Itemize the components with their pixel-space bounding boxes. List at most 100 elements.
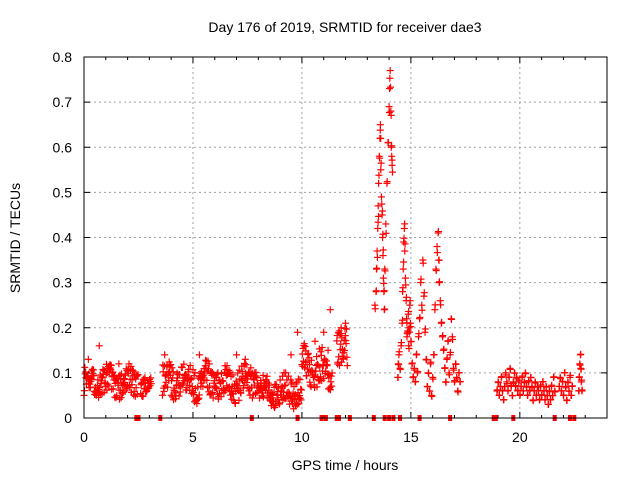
data-point: [498, 373, 506, 381]
data-point: [384, 138, 392, 146]
data-point: [562, 384, 570, 392]
data-point: [194, 383, 202, 391]
data-point: [426, 387, 434, 395]
data-point: [430, 351, 438, 359]
data-point: [402, 281, 410, 289]
y-tick-label: 0.3: [53, 275, 73, 291]
data-point: [405, 307, 413, 315]
data-point: [388, 142, 396, 150]
data-point: [514, 386, 522, 394]
y-tick-label: 0: [64, 410, 72, 426]
data-point: [113, 392, 121, 400]
y-tick-label: 0.5: [53, 184, 73, 200]
data-point: [128, 376, 136, 384]
data-point: [405, 345, 413, 353]
data-point: [401, 274, 409, 282]
data-point: [98, 373, 106, 381]
data-point: [538, 391, 546, 399]
data-point: [407, 323, 415, 331]
data-point: [297, 396, 305, 404]
data-point: [402, 293, 410, 301]
data-point: [505, 373, 513, 381]
data-point: [494, 379, 502, 387]
data-point: [133, 390, 141, 398]
data-point: [409, 373, 417, 381]
data-point: [205, 360, 213, 368]
data-point: [270, 402, 278, 410]
chart-title: Day 176 of 2019, SRMTID for receiver dae…: [208, 19, 481, 35]
data-point: [567, 391, 575, 399]
data-point: [428, 392, 436, 400]
data-point: [118, 370, 126, 378]
data-point: [107, 362, 115, 370]
data-point: [231, 399, 239, 407]
data-point: [259, 393, 267, 401]
data-point: [109, 368, 117, 376]
data-point: [504, 386, 512, 394]
data-point: [328, 382, 336, 390]
data-point: [186, 361, 194, 369]
data-point: [305, 361, 313, 369]
data-point: [321, 355, 329, 363]
data-point: [241, 355, 249, 363]
y-tick-label: 0.6: [53, 139, 73, 155]
data-point: [158, 391, 166, 399]
data-point: [373, 253, 381, 261]
data-point: [401, 220, 409, 228]
data-point: [378, 207, 386, 215]
data-point: [90, 372, 98, 380]
data-point: [233, 351, 241, 359]
data-point: [379, 246, 387, 254]
data-point: [301, 343, 309, 351]
data-point: [395, 348, 403, 356]
data-point: [373, 247, 381, 255]
data-point: [400, 234, 408, 242]
data-point: [243, 379, 251, 387]
data-point: [386, 83, 394, 91]
data-point: [560, 391, 568, 399]
data-point: [318, 344, 326, 352]
data-point: [578, 376, 586, 384]
x-tick-label: 0: [80, 429, 88, 445]
data-point: [452, 360, 460, 368]
data-point: [401, 240, 409, 248]
data-point: [206, 382, 214, 390]
y-tick-label: 0.4: [53, 230, 73, 246]
y-axis-title: SRMTID / TECUs: [7, 183, 23, 293]
data-point: [539, 378, 547, 386]
data-point: [303, 372, 311, 380]
data-point: [175, 371, 183, 379]
data-point: [429, 375, 437, 383]
data-point: [376, 154, 384, 162]
data-point: [326, 386, 334, 394]
data-point: [374, 218, 382, 226]
data-point: [207, 390, 215, 398]
data-point: [568, 382, 576, 390]
data-point: [506, 365, 514, 373]
data-point: [317, 373, 325, 381]
data-point: [386, 74, 394, 82]
data-point: [373, 264, 381, 272]
data-point: [178, 363, 186, 371]
data-point: [99, 374, 107, 382]
data-point: [380, 287, 388, 295]
data-point: [262, 376, 270, 384]
data-point: [527, 374, 535, 382]
data-point: [400, 258, 408, 266]
data-point: [335, 353, 343, 361]
data-point: [253, 388, 261, 396]
data-point: [280, 382, 288, 390]
data-point: [114, 379, 122, 387]
data-point: [566, 371, 574, 379]
data-point: [397, 339, 405, 347]
data-point: [377, 159, 385, 167]
data-point: [377, 166, 385, 174]
data-point: [195, 391, 203, 399]
data-point: [337, 358, 345, 366]
data-point: [298, 386, 306, 394]
data-point: [320, 328, 328, 336]
data-point: [388, 168, 396, 176]
data-point: [375, 179, 383, 187]
data-point: [317, 351, 325, 359]
data-point: [328, 369, 336, 377]
